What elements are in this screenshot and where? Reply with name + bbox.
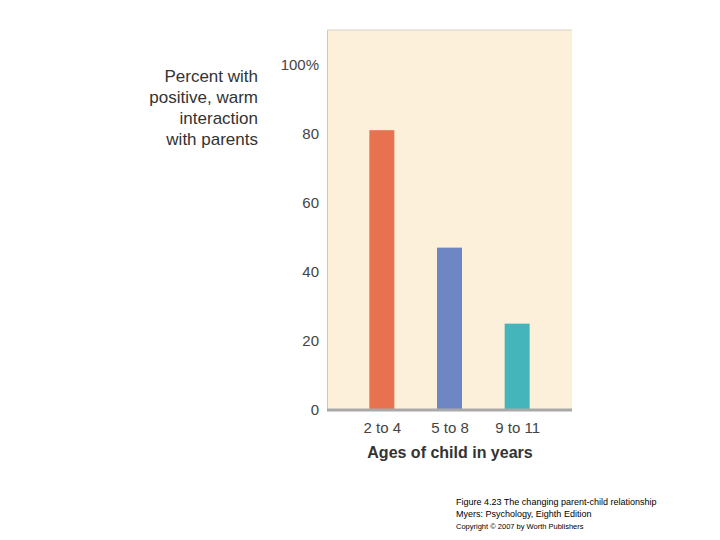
x-tick: 9 to 11 [495,410,540,436]
y-axis-title-line: Percent with [164,67,258,86]
y-tick-label: 40 [302,263,319,280]
x-tick-label: 9 to 11 [495,419,540,436]
bar [505,324,530,410]
x-tick: 5 to 8 [431,410,469,436]
bar [369,130,394,410]
x-axis-title: Ages of child in years [367,444,532,461]
bar [437,248,462,410]
x-axis-line [327,409,572,412]
y-axis-title-line: positive, warm [149,88,258,107]
y-tick: 100% [281,56,327,73]
y-tick-label: 100% [281,56,319,73]
y-axis: 0 20 40 60 80 100% [281,31,328,419]
chart: 0 20 40 60 80 100% 2 to 4 5 to 8 9 to 11 Percent … [0,0,720,540]
y-tick: 80 [302,125,327,142]
y-tick: 40 [302,263,327,280]
x-tick-label: 2 to 4 [364,419,402,436]
y-tick-label: 80 [302,125,319,142]
y-tick: 0 [311,401,327,418]
x-tick-label: 5 to 8 [431,419,469,436]
caption-line: Copyright © 2007 by Worth Publishers [456,522,584,531]
y-axis-title-line: with parents [165,130,258,149]
plot-frame-top [327,30,572,31]
bars [369,130,529,410]
y-axis-title-line: interaction [180,109,258,128]
y-axis-line [327,31,328,411]
y-tick: 20 [302,332,327,349]
y-tick: 60 [302,194,327,211]
caption-line: Myers: Psychology, Eighth Edition [456,509,591,519]
plot-background [327,30,572,410]
x-axis: 2 to 4 5 to 8 9 to 11 [364,410,540,436]
x-tick: 2 to 4 [364,410,402,436]
y-tick-label: 0 [311,401,319,418]
y-tick-label: 20 [302,332,319,349]
y-tick-label: 60 [302,194,319,211]
caption-line: Figure 4.23 The changing parent-child re… [456,497,656,507]
y-axis-title: Percent with positive, warm interaction wit… [149,67,258,149]
